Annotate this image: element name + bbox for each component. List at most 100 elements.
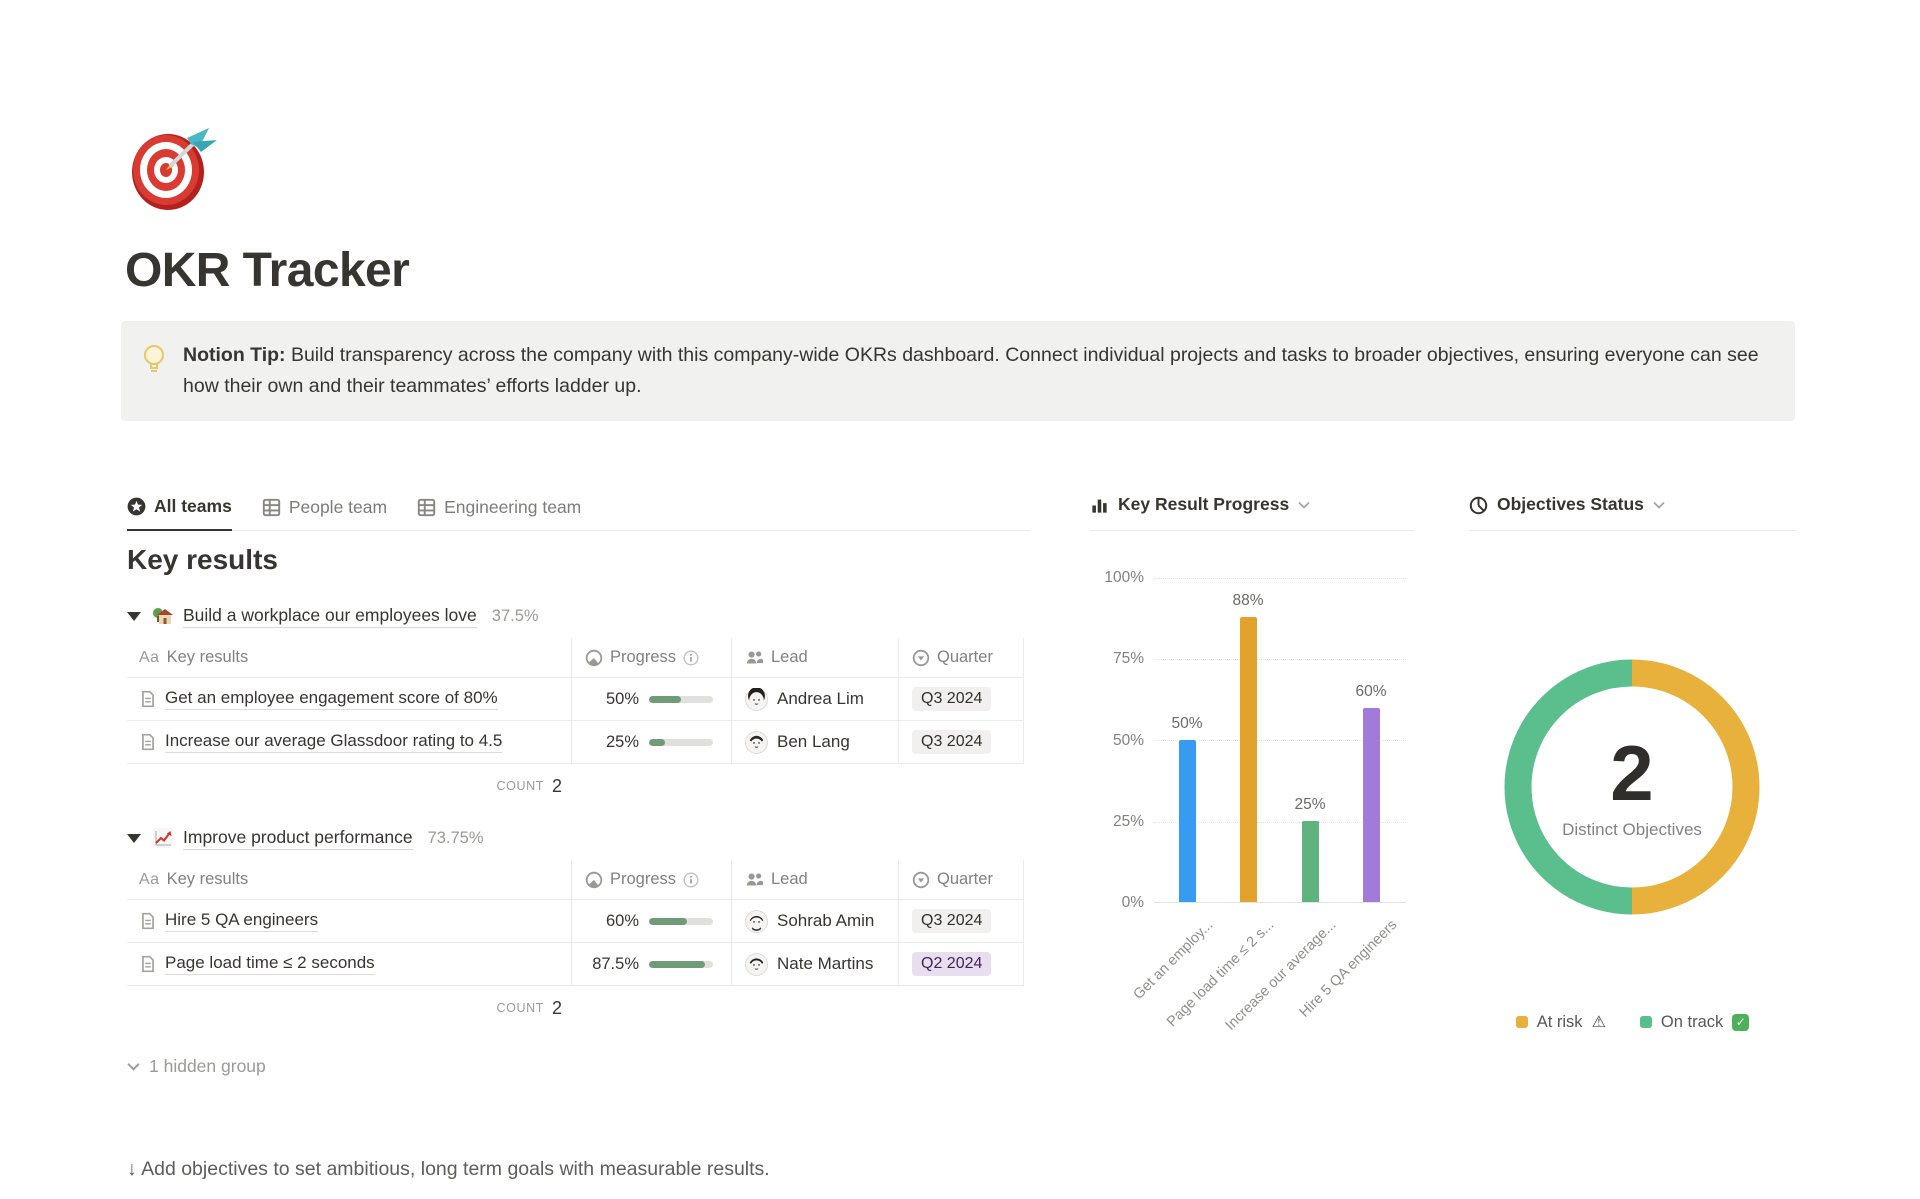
bar-group[interactable]: 60% [1341, 578, 1401, 902]
star-circle-icon [127, 497, 146, 516]
bar-value-label: 50% [1171, 715, 1203, 732]
panel-title: Key Result Progress [1118, 494, 1290, 514]
chevron-down-icon [1653, 501, 1665, 509]
column-header-progress[interactable]: Progress [572, 860, 732, 899]
bar-group[interactable]: 88% [1218, 578, 1278, 902]
quarter-badge[interactable]: Q3 2024 [912, 687, 992, 711]
table-row[interactable]: Increase our average Glassdoor rating to… [127, 721, 1024, 764]
tab-engineering-team[interactable]: Engineering team [417, 494, 581, 530]
legend-item-at-risk[interactable]: At risk ⚠ [1515, 1012, 1606, 1032]
lead-name[interactable]: Nate Martins [777, 954, 874, 973]
tab-label: All teams [154, 496, 232, 516]
bar[interactable] [1239, 616, 1257, 902]
avatar [745, 909, 768, 933]
bar-group[interactable]: 50% [1157, 578, 1217, 902]
donut-slice-at-risk[interactable] [1631, 659, 1760, 915]
legend-label: At risk [1536, 1012, 1583, 1031]
key-result-link[interactable]: Increase our average Glassdoor rating to… [165, 731, 503, 753]
key-result-link[interactable]: Hire 5 QA engineers [165, 910, 319, 932]
progress-value: 87.5% [592, 954, 639, 973]
column-header-quarter[interactable]: Quarter [899, 860, 1024, 899]
avatar [745, 730, 768, 754]
donut-legend: At risk ⚠ On track ✓ [1469, 1012, 1796, 1032]
group-header-1: Build a workplace our employees love 37.… [127, 600, 539, 632]
column-header-name[interactable]: Aa Key results [127, 638, 572, 677]
column-header-quarter[interactable]: Quarter [899, 638, 1024, 677]
dart-target-icon [132, 128, 217, 210]
table-header-row: Aa Key results Progress [127, 860, 1024, 900]
lightbulb-icon [141, 343, 167, 402]
tab-label: People team [288, 496, 388, 517]
chevron-down-icon [127, 1063, 140, 1071]
table-row[interactable]: Page load time ≤ 2 seconds 87.5% Nate Ma… [127, 943, 1024, 986]
count-row[interactable]: COUNT 2 [127, 764, 572, 808]
avatar [745, 687, 768, 711]
count-value: 2 [551, 997, 562, 1018]
column-header-lead[interactable]: Lead [732, 638, 899, 677]
count-row[interactable]: COUNT 2 [127, 986, 572, 1030]
legend-label: On track [1660, 1012, 1724, 1031]
tab-all-teams[interactable]: All teams [127, 494, 232, 531]
group-title[interactable]: Improve product performance [183, 827, 413, 850]
y-tick: 50% [1112, 732, 1144, 749]
bar[interactable] [1362, 707, 1380, 902]
y-tick: 75% [1112, 650, 1144, 667]
avatar [745, 952, 768, 976]
people-icon [746, 873, 764, 886]
column-label: Lead [771, 648, 808, 666]
legend-item-on-track[interactable]: On track ✓ [1639, 1012, 1750, 1032]
panel-header-key-result-progress[interactable]: Key Result Progress [1090, 494, 1414, 531]
page-icon-target-emoji[interactable] [121, 118, 221, 218]
x-axis-label: Get an employ... [1130, 917, 1217, 1003]
column-label: Progress [610, 870, 677, 888]
bar-value-label: 60% [1355, 682, 1387, 700]
x-axis-label: Page load time ≤ 2 s... [1164, 917, 1278, 1031]
column-header-lead[interactable]: Lead [732, 860, 899, 899]
page-icon [142, 690, 154, 708]
tip-text: Notion Tip: Build transparency across th… [183, 340, 1769, 402]
hidden-group-toggle[interactable]: 1 hidden group [127, 1056, 266, 1077]
tab-people-team[interactable]: People team [262, 494, 387, 530]
group-toggle-icon[interactable] [127, 833, 141, 843]
lead-name[interactable]: Sohrab Amin [777, 911, 875, 930]
donut[interactable] [1492, 647, 1772, 927]
lead-name[interactable]: Andrea Lim [777, 689, 864, 708]
progress-bar [649, 738, 713, 746]
add-objectives-note: ↓ Add objectives to set ambitious, long … [127, 1158, 770, 1180]
table-row[interactable]: Hire 5 QA engineers 60% Sohrab Amin Q3 2… [127, 900, 1024, 943]
column-header-name[interactable]: Aa Key results [127, 860, 572, 899]
group-percent: 73.75% [427, 828, 484, 847]
donut-slice-on-track[interactable] [1504, 659, 1633, 915]
quarter-badge[interactable]: Q3 2024 [912, 730, 992, 754]
objectives-status-chart: 2 Distinct Objectives At risk ⚠ On track… [1469, 560, 1796, 1080]
column-header-progress[interactable]: Progress [572, 638, 732, 677]
info-icon[interactable] [683, 871, 699, 888]
column-label: Key results [166, 870, 249, 888]
chart-increasing-emoji [153, 828, 173, 848]
panel-header-objectives-status[interactable]: Objectives Status [1469, 494, 1796, 531]
group-title[interactable]: Build a workplace our employees love [183, 605, 477, 628]
group-toggle-icon[interactable] [127, 611, 141, 621]
table-icon [262, 498, 280, 516]
page-icon [142, 733, 154, 751]
lead-name[interactable]: Ben Lang [777, 732, 850, 751]
people-icon [746, 651, 764, 664]
legend-swatch [1515, 1016, 1528, 1028]
x-axis-label: Increase our average... [1222, 917, 1340, 1034]
bar[interactable] [1301, 821, 1319, 902]
key-results-table-1: Aa Key results Progress [127, 638, 1024, 808]
quarter-badge[interactable]: Q2 2024 [912, 952, 992, 976]
key-result-link[interactable]: Page load time ≤ 2 seconds [165, 953, 375, 975]
house-with-garden-emoji [153, 608, 173, 624]
table-row[interactable]: Get an employee engagement score of 80% … [127, 678, 1024, 721]
bar[interactable] [1178, 740, 1196, 902]
progress-bar [649, 917, 713, 925]
quarter-badge[interactable]: Q3 2024 [912, 909, 992, 933]
warning-icon: ⚠ [1591, 1014, 1606, 1031]
page-title: OKR Tracker [125, 244, 410, 297]
info-icon[interactable] [683, 649, 699, 666]
bar-plot-area: 50% 88% 25% 60% [1154, 578, 1406, 903]
column-label: Quarter [937, 648, 993, 666]
key-result-link[interactable]: Get an employee engagement score of 80% [165, 688, 498, 710]
bar-group[interactable]: 25% [1280, 578, 1340, 902]
